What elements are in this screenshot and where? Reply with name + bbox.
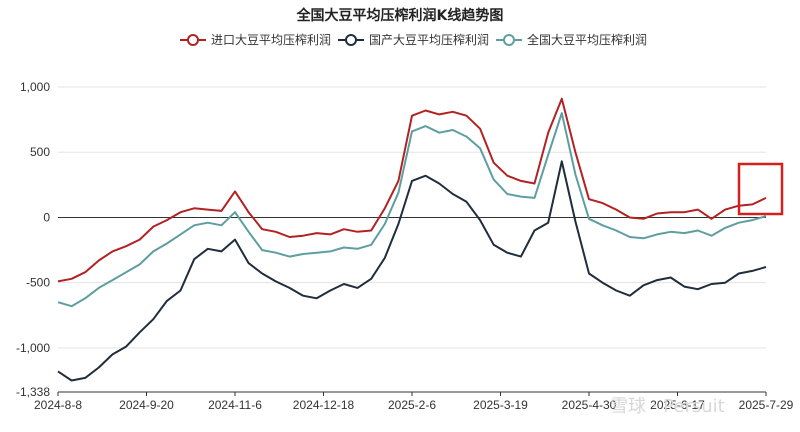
x-axis: 2024-8-8 2024-9-20 2024-11-6 2024-12-18 2025… [34, 391, 794, 412]
x-tick-label: 2024-9-20 [119, 398, 174, 412]
legend-swatch-marker [187, 34, 199, 46]
x-tick-label: 2025-7-29 [739, 398, 794, 412]
legend-label: 进口大豆平均压榨利润 [211, 32, 331, 47]
legend-item-3[interactable]: 全国大豆平均压榨利润 [496, 32, 647, 47]
highlight-box [737, 162, 784, 216]
legend-item-2[interactable]: 国产大豆平均压榨利润 [338, 32, 489, 47]
series-line-2 [57, 160, 767, 382]
x-tick-label: 2025-6-17 [650, 398, 705, 412]
x-tick-label: 2025-2-6 [388, 398, 436, 412]
x-tick-label: 2025-3-19 [473, 398, 528, 412]
chart-title: 全国大豆平均压榨利润K线趋势图 [296, 7, 504, 24]
y-tick-label: 0 [43, 210, 50, 224]
legend-label: 全国大豆平均压榨利润 [527, 32, 647, 47]
legend-item-1[interactable]: 进口大豆平均压榨利润 [180, 32, 331, 47]
legend-swatch-marker [503, 34, 515, 46]
y-axis: 1,000 500 0 -500 -1,000 -1,338 [16, 80, 50, 399]
series-group [57, 97, 767, 382]
y-tick-label: -1,338 [16, 385, 50, 399]
y-tick-label: -500 [26, 276, 50, 290]
series-line-1 [57, 97, 767, 283]
y-tick-label: 1,000 [20, 80, 50, 94]
x-tick-label: 2024-12-18 [293, 398, 355, 412]
x-tick-label: 2024-8-8 [34, 398, 82, 412]
watermark-text: 雪球 · Persuit [610, 396, 725, 417]
series-line-3 [57, 112, 767, 308]
x-tick-label: 2025-4-30 [562, 398, 617, 412]
y-tick-label: 500 [30, 145, 50, 159]
x-tick-label: 2024-11-6 [208, 398, 262, 412]
legend-label: 国产大豆平均压榨利润 [369, 32, 489, 47]
y-tick-label: -1,000 [16, 341, 50, 355]
legend[interactable]: 进口大豆平均压榨利润 国产大豆平均压榨利润 全国大豆平均压榨利润 [180, 32, 647, 47]
legend-swatch-marker [345, 34, 357, 46]
